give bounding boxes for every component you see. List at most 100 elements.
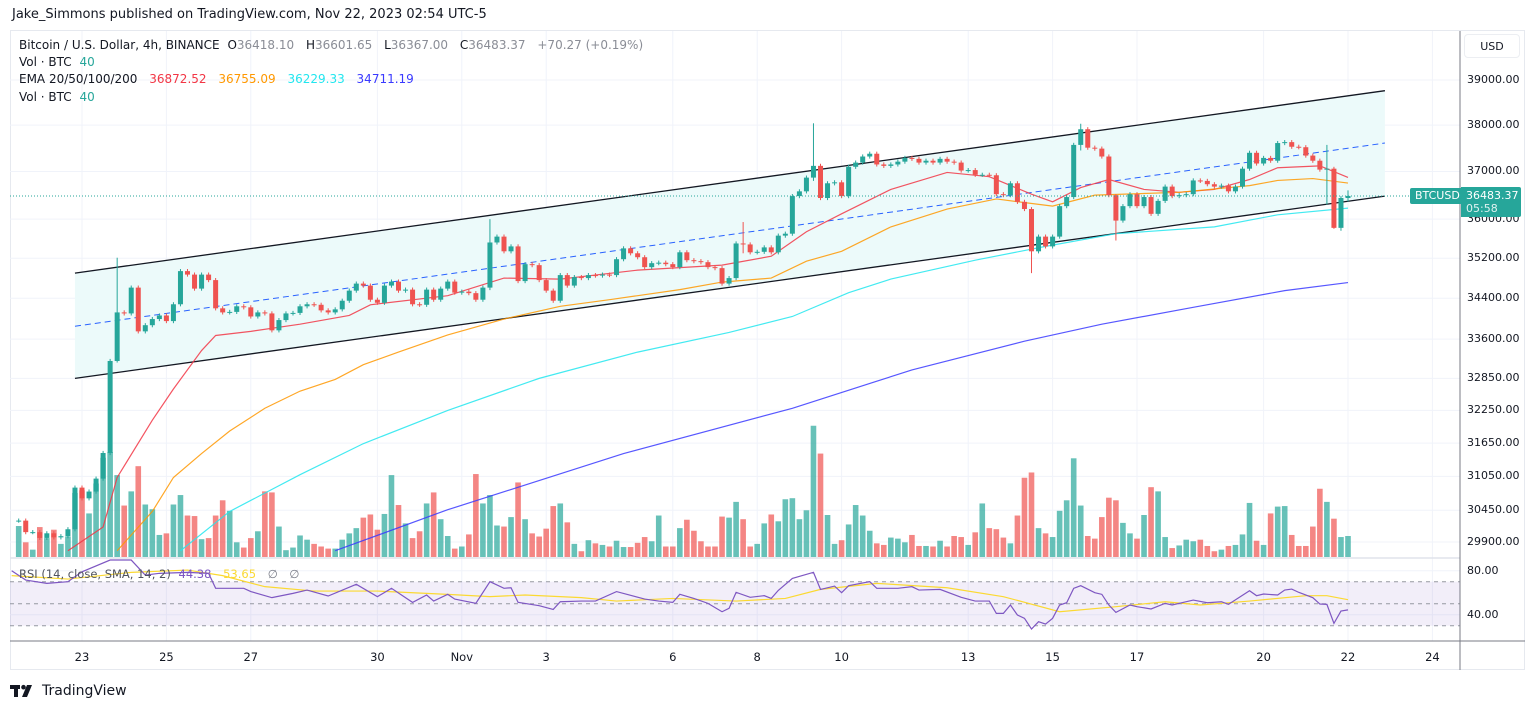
candle-body: [396, 281, 401, 291]
legend-volume-row-2[interactable]: Vol · BTC 40: [19, 89, 99, 105]
volume-bar: [1190, 541, 1197, 557]
time-tick-label: 13: [960, 650, 976, 664]
candle-body: [846, 166, 852, 197]
candle-body: [199, 274, 205, 289]
volume-bar: [1324, 501, 1330, 557]
candle-body: [754, 251, 760, 253]
candle-body: [142, 325, 148, 332]
volume-bar: [1260, 544, 1267, 557]
candle-body: [304, 304, 310, 307]
volume-bar: [100, 457, 106, 557]
candle-body: [297, 306, 303, 313]
candle-body: [705, 262, 711, 268]
volume-bar: [86, 513, 92, 557]
candle-body: [712, 267, 718, 269]
candle-body: [1296, 146, 1302, 148]
volume-bar: [37, 527, 43, 557]
candle-body: [438, 288, 444, 300]
volume-bar: [1253, 540, 1260, 557]
volume-bar: [726, 517, 732, 557]
time-tick-label: 22: [1340, 650, 1356, 664]
candle-body: [881, 164, 887, 166]
candle-body: [698, 261, 704, 263]
candle-body: [621, 248, 627, 260]
candle-body: [135, 287, 141, 332]
volume-bar: [719, 516, 725, 557]
candle-body: [508, 246, 514, 252]
candle-body: [1289, 142, 1295, 147]
volume-bar: [712, 546, 718, 557]
publisher-line: Jake_Simmons published on TradingView.co…: [12, 7, 487, 22]
candle-body: [592, 275, 598, 277]
candle-body: [311, 304, 317, 306]
candle-body: [761, 247, 767, 252]
candle-body: [1000, 194, 1006, 196]
volume-bar: [121, 505, 127, 557]
rsi-value: 44.38: [178, 567, 212, 581]
legend-ema-row[interactable]: EMA 20/50/100/200 36872.52 36755.09 3622…: [19, 71, 418, 87]
price-tick-label: 30450.00: [1467, 503, 1520, 517]
candle-body: [58, 536, 64, 538]
time-tick-label: 6: [669, 650, 677, 664]
candle-body: [1261, 157, 1267, 164]
volume-bar: [283, 550, 289, 557]
volume-bar: [803, 510, 810, 557]
volume-bar: [466, 534, 472, 557]
volume-bar: [796, 519, 803, 557]
parallel-channel-drawing[interactable]: [74, 90, 1386, 380]
volume-bar: [79, 490, 85, 557]
volume-bar: [592, 543, 599, 557]
open-label: O: [227, 38, 237, 52]
candle-body: [185, 271, 190, 275]
candle-body: [1232, 186, 1238, 192]
candle-body: [965, 170, 971, 172]
volume-bar: [374, 529, 381, 557]
ema20-value: 36872.52: [149, 72, 207, 86]
candle-body: [1183, 194, 1189, 196]
footer-brand[interactable]: TradingView: [10, 681, 127, 701]
time-tick-label: 20: [1256, 650, 1271, 664]
candle-body: [163, 315, 169, 322]
volume-bar: [655, 515, 662, 557]
candle-body: [599, 274, 605, 276]
candle-body: [1240, 168, 1245, 187]
candle-body: [522, 264, 528, 282]
volume-bar: [276, 526, 282, 557]
candle-body: [993, 175, 999, 195]
close-value: 36483.37: [468, 38, 526, 52]
candle-body: [1331, 168, 1337, 228]
volume-bar: [705, 546, 711, 557]
channel-upper-line: [74, 90, 1386, 274]
legend-rsi-row[interactable]: RSI (14, close, SMA, 14, 2) 44.38 53.65 …: [19, 566, 303, 582]
candle-body: [1141, 197, 1147, 207]
rsi-line: [11, 559, 1349, 630]
volume-bar: [255, 531, 261, 557]
time-tick-label: 27: [243, 650, 259, 664]
candle-body: [860, 156, 866, 163]
volume-bar: [691, 530, 697, 557]
legend-volume-row[interactable]: Vol · BTC 40: [19, 54, 99, 70]
ema-line-100: [180, 207, 1349, 552]
currency-button[interactable]: USD: [1464, 34, 1520, 58]
price-tick-label: 39000.00: [1467, 72, 1520, 86]
volume-bar: [684, 519, 690, 557]
volume-bar: [613, 540, 620, 557]
volume-bar: [1281, 506, 1288, 557]
candle-body: [916, 158, 922, 163]
symbol-title[interactable]: Bitcoin / U.S. Dollar, 4h, BINANCE: [19, 38, 220, 52]
tradingview-logo-icon: [10, 684, 32, 697]
volume-bar: [1338, 537, 1344, 557]
volume-bar: [297, 535, 303, 557]
volume-bar: [747, 546, 753, 557]
candle-body: [557, 275, 563, 301]
volume-bar: [536, 536, 542, 557]
volume-bar: [902, 542, 908, 557]
candle-body: [93, 478, 99, 492]
volume-bar: [733, 501, 739, 557]
candle-body: [1338, 198, 1344, 228]
volume-bar: [662, 546, 669, 557]
volume-bar: [1014, 515, 1021, 557]
open-value: 36418.10: [236, 38, 295, 52]
close-label: C: [459, 38, 469, 52]
